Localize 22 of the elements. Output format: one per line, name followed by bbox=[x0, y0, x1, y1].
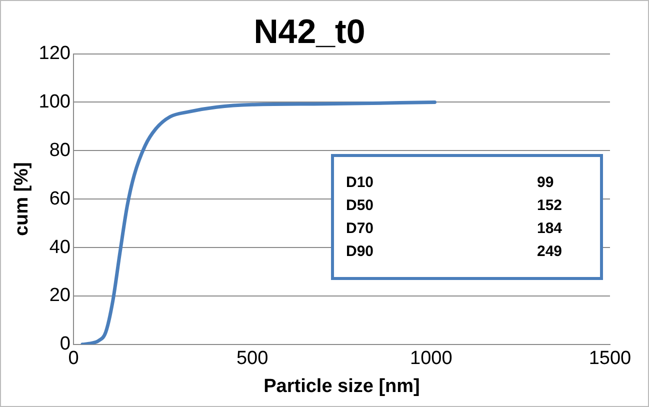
annotation: D10 bbox=[345, 174, 375, 191]
annotation: D90 bbox=[345, 243, 375, 260]
y-tick-label: 60 bbox=[49, 188, 70, 210]
annotation: 99 bbox=[537, 174, 554, 191]
line-series bbox=[80, 100, 436, 344]
annotation: D70 bbox=[345, 220, 375, 237]
x-tick-label: 1500 bbox=[588, 348, 632, 370]
annotation: 152 bbox=[537, 197, 562, 214]
y-tick-label: 120 bbox=[38, 43, 70, 64]
y-tick-label: 20 bbox=[49, 285, 70, 306]
y-tick-label: 0 bbox=[60, 334, 70, 355]
annotation: 249 bbox=[537, 243, 562, 260]
y-axis-title: cum [%] bbox=[12, 162, 33, 236]
chart-title: N42_t0 bbox=[254, 12, 366, 51]
x-axis-title: Particle size [nm] bbox=[264, 376, 420, 397]
x-tick-label: 500 bbox=[236, 348, 268, 370]
annotation: D50 bbox=[345, 197, 375, 214]
y-tick-label: 80 bbox=[49, 140, 70, 161]
x-tick-label: 1000 bbox=[410, 348, 452, 370]
annotation: 184 bbox=[537, 220, 562, 237]
y-tick-label: 40 bbox=[49, 236, 70, 258]
y-tick-label: 100 bbox=[38, 91, 70, 112]
